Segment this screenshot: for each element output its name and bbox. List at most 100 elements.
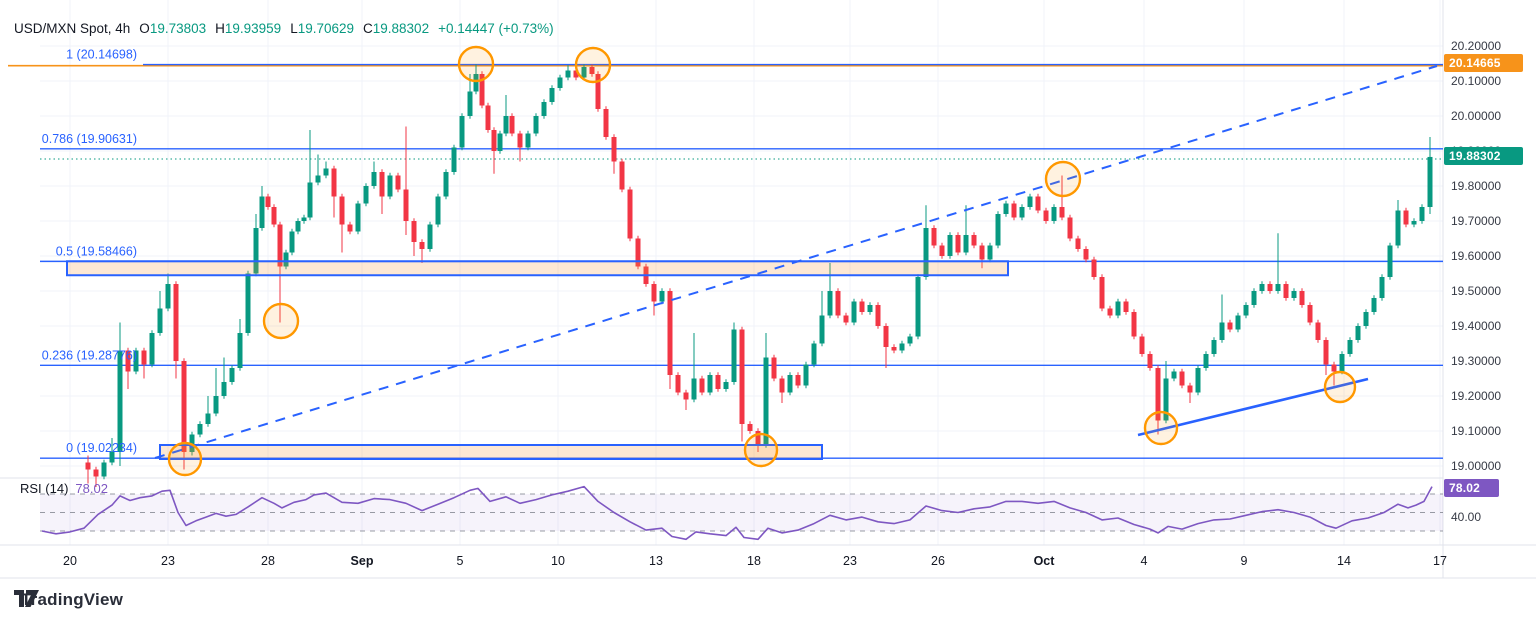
- price-axis-tick[interactable]: 19.40000: [1451, 319, 1501, 333]
- candle-body: [1083, 249, 1089, 260]
- time-axis-tick[interactable]: 17: [1433, 554, 1447, 568]
- candle-body: [371, 172, 377, 186]
- candle-body: [459, 116, 465, 148]
- candle-body: [1115, 301, 1121, 316]
- price-axis-tick[interactable]: 19.30000: [1451, 354, 1501, 368]
- candle-body: [907, 336, 913, 344]
- time-axis-tick[interactable]: 20: [63, 554, 77, 568]
- time-axis-tick[interactable]: 28: [261, 554, 275, 568]
- gridlines: [0, 0, 1536, 579]
- candle-body: [1091, 259, 1097, 277]
- candle-body: [1339, 354, 1345, 372]
- candle-body: [533, 116, 539, 134]
- time-axis-tick[interactable]: 23: [843, 554, 857, 568]
- candle-body: [443, 172, 449, 197]
- candle-body: [497, 133, 503, 151]
- candle-body: [1371, 298, 1377, 312]
- highlight-circle: [457, 45, 495, 83]
- rsi-axis-tick-40[interactable]: 40.00: [1451, 510, 1482, 524]
- candle-body: [747, 424, 753, 431]
- last-price-badge: 19.88302: [1444, 147, 1523, 165]
- candle-body: [667, 291, 673, 375]
- candle-body: [221, 382, 227, 396]
- price-axis-tick[interactable]: 19.10000: [1451, 424, 1501, 438]
- price-axis-tick[interactable]: 19.70000: [1451, 214, 1501, 228]
- candle-body: [197, 424, 203, 435]
- candle-body: [1099, 277, 1105, 309]
- candle-body: [1235, 315, 1241, 330]
- low-value: 19.70629: [297, 21, 355, 36]
- price-axis-tick[interactable]: 19.50000: [1451, 284, 1501, 298]
- candle-body: [1131, 312, 1137, 337]
- candle-body: [173, 284, 179, 361]
- candle-body: [517, 133, 523, 148]
- symbol-title[interactable]: USD/MXN Spot, 4h: [14, 21, 131, 36]
- candle-body: [363, 186, 369, 204]
- candle-body: [947, 235, 953, 256]
- candle-body: [307, 182, 313, 218]
- time-axis-tick[interactable]: Sep: [351, 554, 374, 568]
- fib-level-label: 1 (20.14698): [66, 48, 137, 62]
- candle-body: [1387, 245, 1393, 277]
- candle-body: [271, 207, 277, 225]
- time-axis-tick[interactable]: 23: [161, 554, 175, 568]
- candle-body: [141, 350, 147, 365]
- candle-body: [323, 168, 329, 176]
- candle-body: [427, 224, 433, 249]
- candle-body: [419, 242, 425, 249]
- candle-body: [1003, 203, 1009, 214]
- candle-body: [581, 67, 587, 78]
- open-value: 19.73803: [149, 21, 207, 36]
- price-axis-tick[interactable]: 19.00000: [1451, 459, 1501, 473]
- time-axis-tick[interactable]: 13: [649, 554, 663, 568]
- price-axis-tick[interactable]: 20.10000: [1451, 74, 1501, 88]
- time-axis-tick[interactable]: 10: [551, 554, 565, 568]
- candle-body: [347, 224, 353, 232]
- candle-body: [331, 168, 337, 197]
- candle-body: [595, 74, 601, 109]
- highlight-circle: [167, 441, 203, 477]
- time-axis-tick[interactable]: 18: [747, 554, 761, 568]
- candle-body: [125, 350, 131, 372]
- candle-body: [835, 291, 841, 316]
- price-axis-tick[interactable]: 19.60000: [1451, 249, 1501, 263]
- rsi-value: 78.02: [75, 481, 108, 496]
- candle-body: [1171, 371, 1177, 379]
- candle-body: [1363, 312, 1369, 326]
- candle-body: [1139, 336, 1145, 354]
- candle-body: [1259, 284, 1265, 291]
- candle-body: [189, 434, 195, 452]
- time-axis-tick[interactable]: 26: [931, 554, 945, 568]
- candle-body: [971, 235, 977, 246]
- fib-level-label: 0 (19.02234): [66, 441, 137, 455]
- candle-body: [851, 301, 857, 323]
- candle-body: [1395, 210, 1401, 246]
- dashed-trendline: [154, 65, 1438, 459]
- price-axis-tick[interactable]: 19.80000: [1451, 179, 1501, 193]
- candle-body: [245, 273, 251, 333]
- candle-body: [883, 326, 889, 347]
- tradingview-watermark[interactable]: TradingView: [14, 590, 123, 610]
- time-axis-tick[interactable]: 9: [1241, 554, 1248, 568]
- candle-body: [557, 77, 563, 88]
- candle-body: [843, 315, 849, 323]
- candle-body: [1275, 284, 1281, 291]
- time-axis-tick[interactable]: 4: [1141, 554, 1148, 568]
- candle-body: [763, 357, 769, 445]
- candle-body: [979, 245, 985, 260]
- axis-labels[interactable]: 20.2000020.1000020.0000019.9000019.80000…: [42, 39, 1502, 568]
- price-axis-tick[interactable]: 20.20000: [1451, 39, 1501, 53]
- candle-body: [939, 245, 945, 256]
- time-axis-tick[interactable]: Oct: [1034, 554, 1056, 568]
- candle-body: [295, 221, 301, 232]
- candle-body: [1019, 207, 1025, 218]
- candle-body: [1195, 368, 1201, 393]
- rsi-indicator-legend[interactable]: RSI (14) 78.02: [20, 481, 108, 496]
- candle-body: [1219, 322, 1225, 340]
- time-axis-tick[interactable]: 5: [457, 554, 464, 568]
- time-axis-tick[interactable]: 14: [1337, 554, 1351, 568]
- price-axis-tick[interactable]: 19.20000: [1451, 389, 1501, 403]
- price-axis-tick[interactable]: 20.00000: [1451, 109, 1501, 123]
- candle-body: [237, 333, 243, 368]
